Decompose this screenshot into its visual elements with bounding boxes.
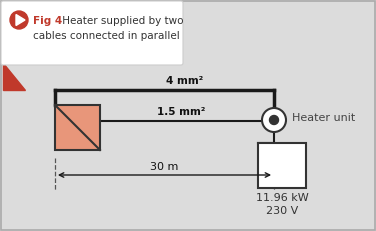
Text: 30 m: 30 m [150, 162, 179, 172]
Text: 4 mm²: 4 mm² [166, 76, 203, 86]
Polygon shape [3, 63, 25, 90]
Bar [55, 105, 100, 150]
Circle shape [10, 11, 28, 29]
Bar [258, 143, 306, 188]
Text: 11.96 kW
230 V: 11.96 kW 230 V [256, 193, 308, 216]
FancyBboxPatch shape [1, 1, 183, 65]
Text: Heater unit: Heater unit [292, 113, 355, 123]
Text: Fig 4: Fig 4 [33, 16, 62, 26]
Text: Heater supplied by two: Heater supplied by two [59, 16, 183, 26]
Text: 1.5 mm²: 1.5 mm² [157, 107, 205, 117]
Circle shape [262, 108, 286, 132]
Polygon shape [16, 15, 25, 25]
Circle shape [270, 116, 279, 125]
Text: cables connected in parallel: cables connected in parallel [33, 31, 180, 41]
